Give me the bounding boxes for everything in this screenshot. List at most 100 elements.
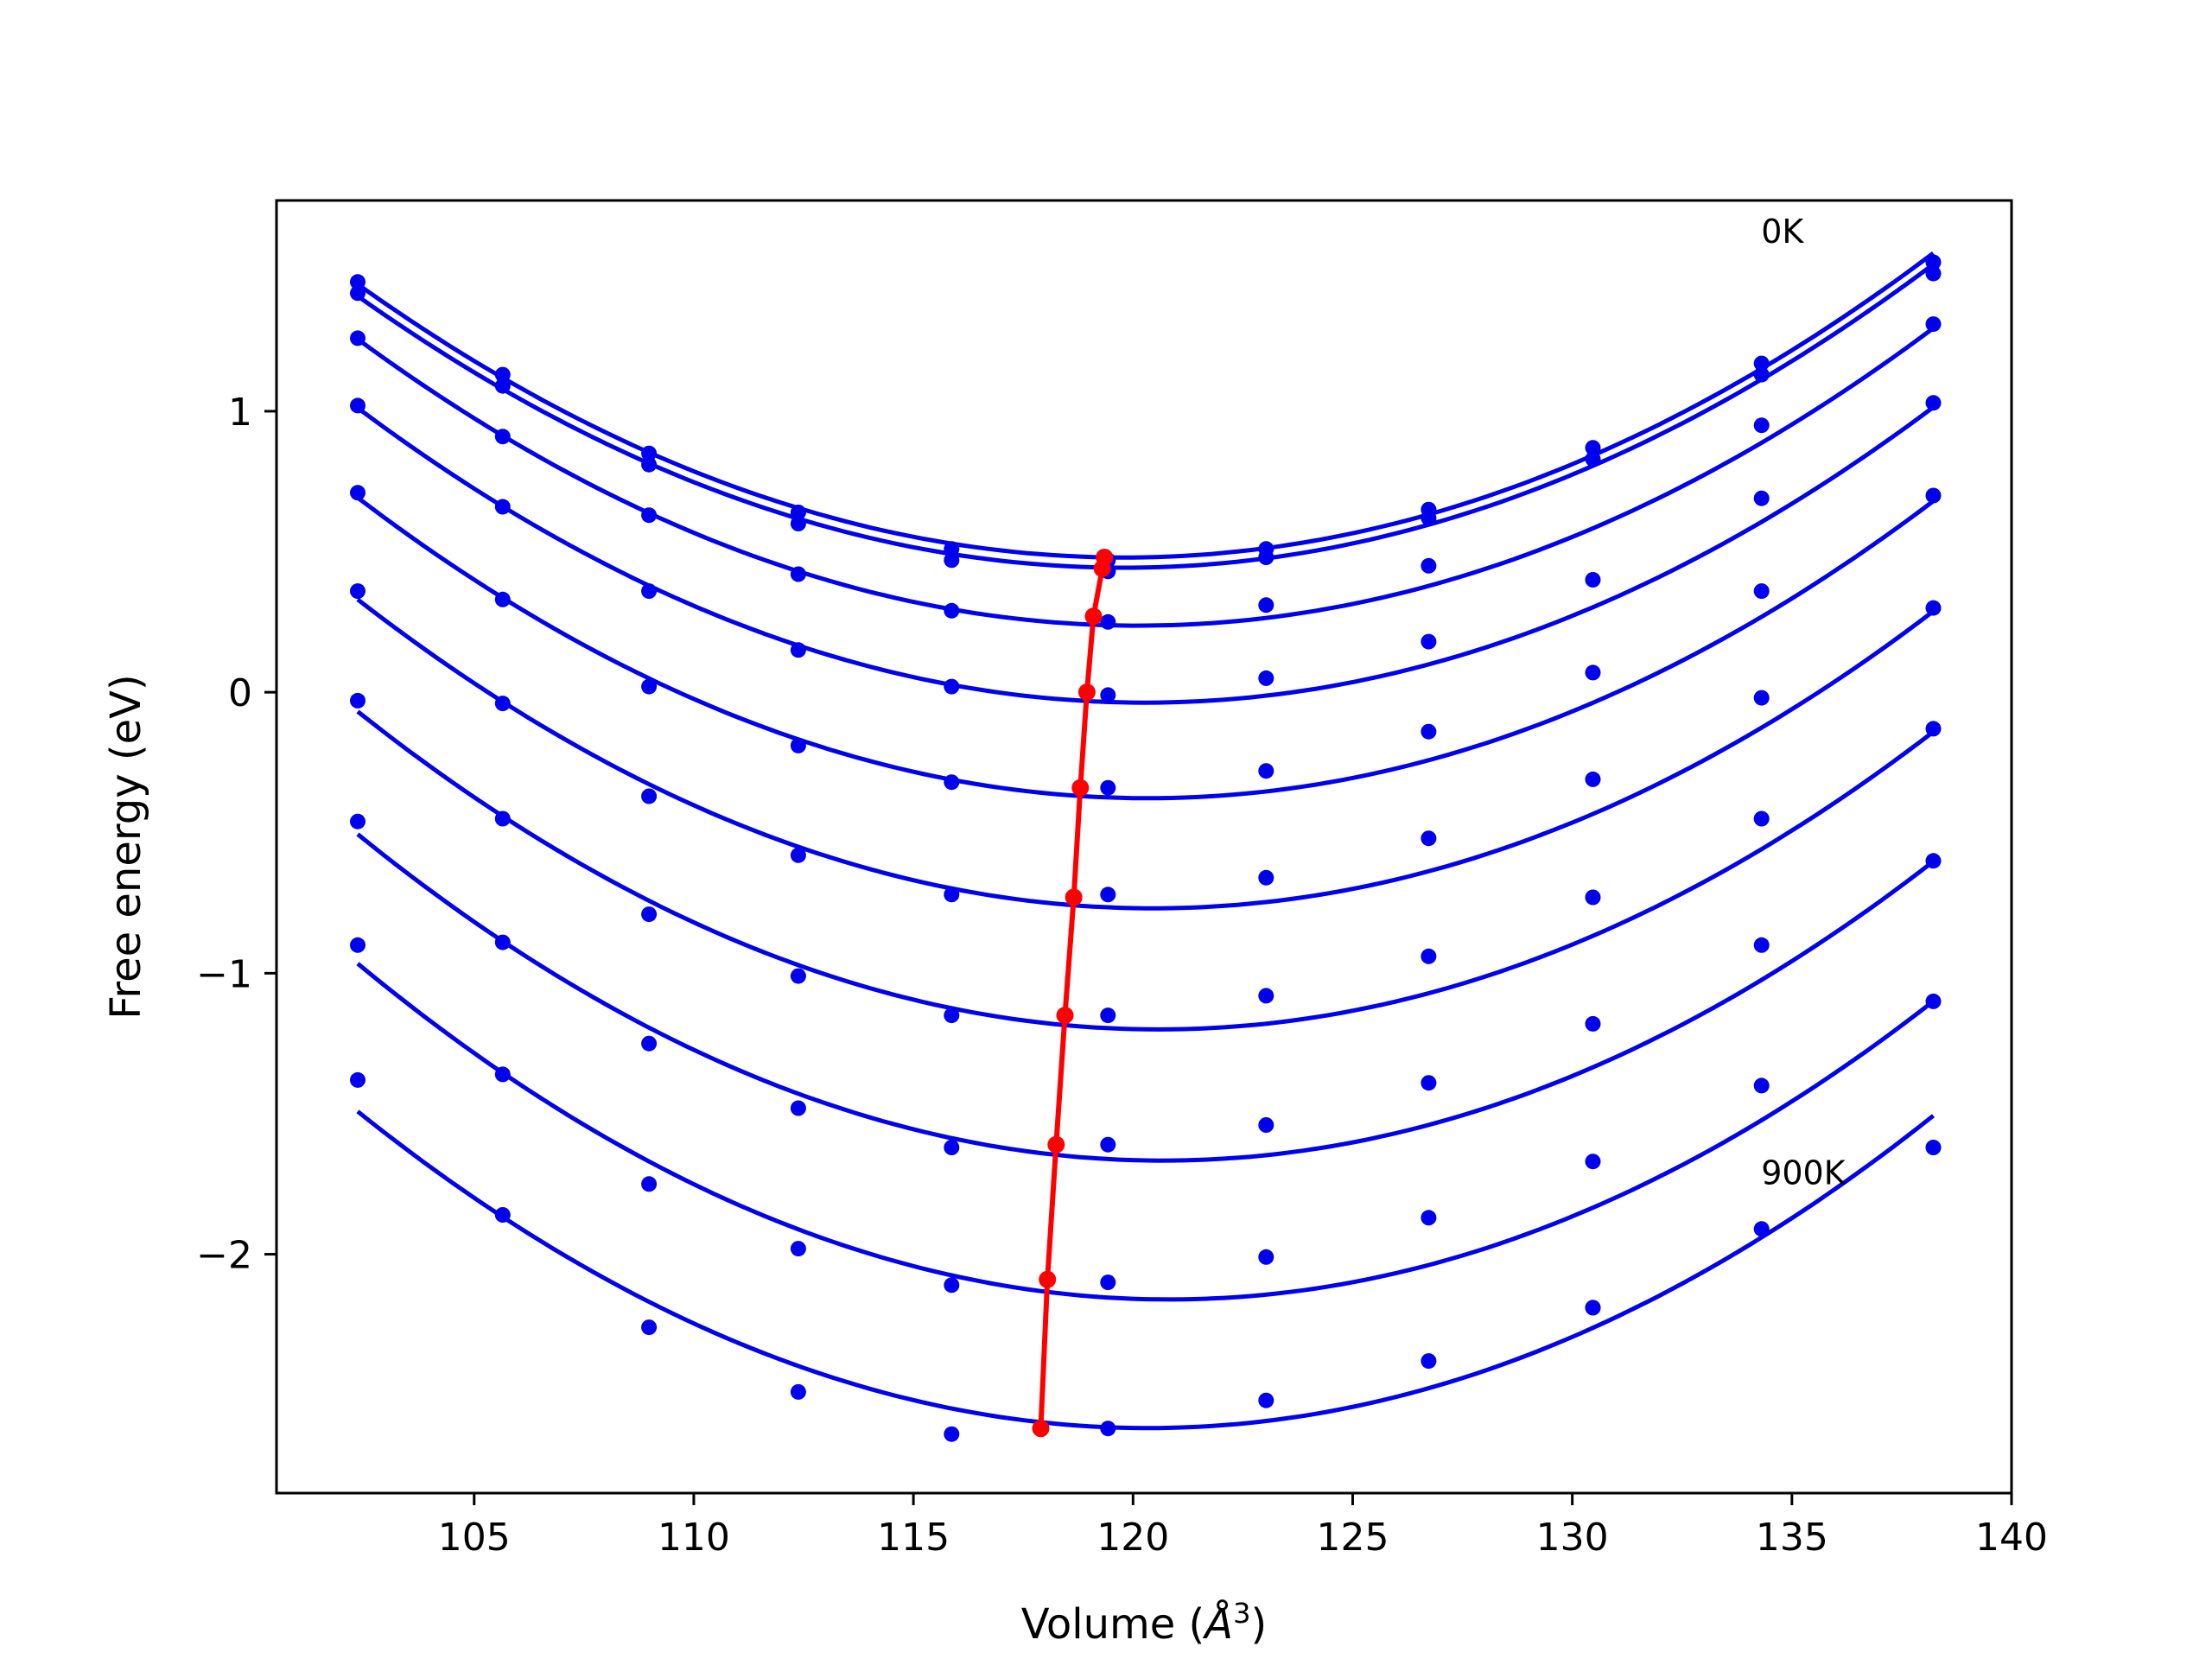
data-point xyxy=(944,887,960,903)
minimum-point xyxy=(1065,888,1083,906)
data-point xyxy=(1100,779,1116,796)
x-tick-label: 120 xyxy=(1096,1516,1169,1560)
data-point xyxy=(1585,1300,1601,1316)
data-point xyxy=(350,274,365,290)
data-point xyxy=(1100,613,1116,630)
data-point xyxy=(1753,1077,1770,1094)
data-point xyxy=(641,507,658,524)
data-point xyxy=(1753,937,1770,953)
minima-layer xyxy=(1032,549,1114,1438)
data-point xyxy=(1421,1075,1437,1091)
data-point xyxy=(790,642,806,658)
y-axis-ticks: −2 −1 0 1 xyxy=(196,391,276,1278)
minimum-point xyxy=(1032,1420,1050,1438)
data-point xyxy=(1100,1274,1116,1291)
data-point xyxy=(350,692,365,709)
x-tick-label: 125 xyxy=(1316,1516,1389,1560)
data-point xyxy=(1585,572,1601,588)
data-point xyxy=(1100,1421,1116,1437)
data-point xyxy=(641,1035,658,1052)
data-point xyxy=(790,516,806,531)
series-curve xyxy=(356,326,1935,628)
data-point xyxy=(1585,889,1601,906)
data-point xyxy=(494,499,511,515)
data-point xyxy=(1753,1221,1770,1237)
data-point xyxy=(1100,1007,1116,1024)
series-curve xyxy=(356,709,1936,1032)
data-point xyxy=(1421,723,1437,740)
data-point xyxy=(944,1426,960,1442)
minimum-point xyxy=(1093,560,1111,577)
data-point xyxy=(494,810,511,827)
data-point xyxy=(790,737,806,753)
data-point xyxy=(1753,490,1770,506)
data-point xyxy=(494,591,511,607)
data-point xyxy=(641,678,658,695)
data-point xyxy=(1100,887,1116,903)
minima-line xyxy=(1038,556,1108,1429)
data-point xyxy=(1421,1210,1437,1226)
data-point xyxy=(494,934,511,950)
data-point xyxy=(790,566,806,582)
x-axis-label: Volume (Å3) xyxy=(1021,1597,1267,1649)
data-point xyxy=(494,429,511,445)
data-point xyxy=(641,1176,658,1192)
data-point xyxy=(1421,557,1437,574)
data-point xyxy=(1925,1140,1942,1155)
y-tick-label: 1 xyxy=(228,391,252,435)
data-point xyxy=(1925,853,1942,869)
data-point xyxy=(494,366,511,383)
data-point xyxy=(790,1241,806,1257)
data-point xyxy=(350,937,365,953)
minimum-point xyxy=(1039,1270,1057,1288)
data-point xyxy=(1925,721,1942,737)
data-point xyxy=(1925,487,1942,504)
x-tick-label: 140 xyxy=(1975,1516,2048,1560)
data-point xyxy=(641,583,658,600)
data-point xyxy=(1925,395,1942,411)
series-curve xyxy=(356,405,1935,705)
data-point xyxy=(641,456,658,473)
data-point xyxy=(494,1066,511,1083)
data-point xyxy=(1258,763,1274,779)
minimum-point xyxy=(1047,1135,1065,1154)
data-point xyxy=(1421,510,1437,526)
data-point xyxy=(1925,316,1942,333)
data-point xyxy=(1753,366,1770,383)
data-point xyxy=(790,1100,806,1116)
data-point xyxy=(1585,771,1601,787)
data-point xyxy=(1100,687,1116,703)
data-point xyxy=(1753,583,1770,600)
data-point xyxy=(1585,1015,1601,1032)
data-point xyxy=(494,1207,511,1223)
data-point xyxy=(1925,265,1942,282)
data-point xyxy=(790,968,806,984)
data-point xyxy=(350,813,365,830)
x-tick-label: 105 xyxy=(438,1516,511,1560)
plot-area xyxy=(276,200,2012,1493)
data-point xyxy=(1753,810,1770,827)
data-point xyxy=(1421,948,1437,964)
x-tick-label: 115 xyxy=(877,1516,950,1560)
series-curve xyxy=(356,1109,1936,1431)
data-point xyxy=(1258,550,1274,565)
series-curve xyxy=(356,962,1936,1302)
data-point xyxy=(944,602,960,619)
data-point xyxy=(944,1277,960,1294)
series-curve xyxy=(356,262,1935,570)
data-point xyxy=(641,788,658,804)
data-point xyxy=(1585,451,1601,467)
data-point xyxy=(1258,869,1274,886)
minimum-point xyxy=(1084,607,1103,626)
y-tick-label: −2 xyxy=(196,1234,252,1278)
data-point xyxy=(641,1319,658,1336)
data-point xyxy=(1585,1154,1601,1170)
data-point xyxy=(1753,355,1770,372)
data-point xyxy=(1258,1117,1274,1133)
y-axis-label: Free energy (eV) xyxy=(102,674,150,1019)
data-point xyxy=(944,678,960,695)
data-point xyxy=(641,906,658,923)
data-point xyxy=(350,1071,365,1088)
data-point xyxy=(1753,417,1770,434)
